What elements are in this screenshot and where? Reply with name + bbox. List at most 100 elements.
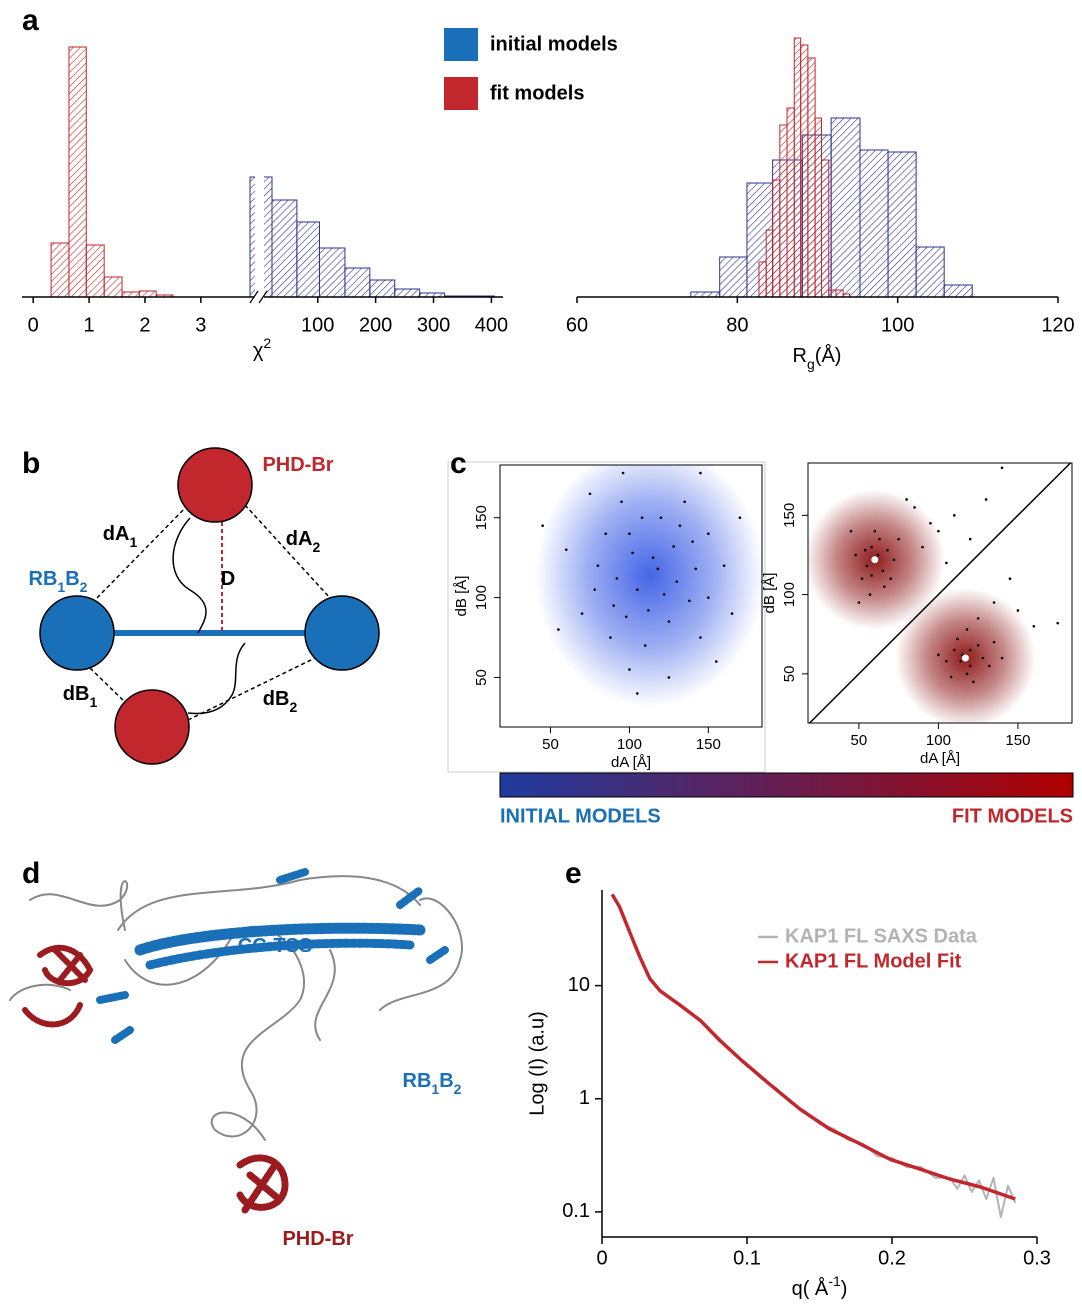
histogram-bar xyxy=(369,279,396,298)
scatter-point xyxy=(881,569,885,573)
dashed-link xyxy=(94,504,189,601)
panel-frame xyxy=(447,461,766,773)
scatter-point xyxy=(564,548,568,551)
scatter-point xyxy=(636,588,639,591)
y-tick-label: 100 xyxy=(781,582,798,607)
structure-label-part: B xyxy=(439,1070,453,1092)
x-tick-label: 100 xyxy=(617,736,642,753)
node xyxy=(304,595,380,671)
scatter-point xyxy=(937,529,940,533)
y-axis-label: dB [Å] xyxy=(453,576,470,617)
scatter-point xyxy=(628,532,631,535)
structure-label: RB1B2 xyxy=(403,1070,462,1096)
scatter-point xyxy=(738,516,742,520)
scatter-point xyxy=(628,668,631,671)
scatter-point xyxy=(965,628,969,631)
scatter-point xyxy=(965,672,969,676)
scatter-point xyxy=(621,471,625,475)
panel-label: c xyxy=(450,447,467,480)
scatter-point xyxy=(707,596,710,599)
scatter-point xyxy=(691,540,694,543)
diagram-label: dA1 xyxy=(103,523,138,549)
scatter-point xyxy=(984,498,988,501)
scatter-point xyxy=(953,514,956,517)
x-tick-label: 1 xyxy=(84,314,95,336)
diagram-label: RB1B2 xyxy=(29,568,88,594)
scatter-point xyxy=(624,615,628,619)
legend-label: initial models xyxy=(490,33,618,55)
structure-label-part: 1 xyxy=(431,1081,439,1097)
scatter-point xyxy=(889,577,892,581)
x-axis-label: Rg(Å) xyxy=(793,344,842,371)
diagram-label-part: B xyxy=(65,568,79,590)
histogram-bar xyxy=(828,289,837,298)
scatter-point xyxy=(683,500,686,504)
diagram-label-part: 2 xyxy=(312,539,320,555)
histogram-bar xyxy=(318,247,346,298)
scatter-point xyxy=(873,529,877,533)
scatter-point xyxy=(871,556,879,564)
scatter-point xyxy=(1056,621,1059,625)
x-axis-label-part: χ xyxy=(253,340,264,362)
colorbar-label: FIT MODELS xyxy=(952,805,1073,827)
scatter-point xyxy=(694,567,698,571)
x-tick-label: 3 xyxy=(195,314,206,336)
diagram-shapes xyxy=(39,447,380,765)
loops xyxy=(9,875,463,1141)
scatter-point xyxy=(905,498,908,501)
histogram-bar xyxy=(943,284,973,298)
scatter-point xyxy=(612,604,615,607)
scatter-point xyxy=(647,609,650,612)
y-tick-label: 50 xyxy=(473,669,490,686)
scatter-point xyxy=(868,593,872,596)
scatter-point xyxy=(929,521,932,525)
panel-label: a xyxy=(22,4,39,37)
x-axis-label-part: 2 xyxy=(263,335,271,351)
histogram-bar xyxy=(138,290,157,298)
x-axis-label-part: R xyxy=(793,345,807,367)
panel-label: d xyxy=(22,857,40,890)
scatter-point xyxy=(659,516,663,520)
histogram-bar xyxy=(915,246,945,298)
histogram-bar xyxy=(719,256,748,298)
histogram-bar xyxy=(793,37,802,298)
dashed-link xyxy=(89,667,129,706)
diagram-label: dB2 xyxy=(263,688,298,714)
diagram-label: dA2 xyxy=(286,528,321,554)
diagram-label-part: dA xyxy=(286,528,313,550)
histogram-bar xyxy=(85,244,105,298)
scatter-point xyxy=(976,617,980,620)
scatter-point xyxy=(949,675,953,679)
diagram-label: D xyxy=(221,568,235,590)
scatter-point xyxy=(643,644,647,647)
scatter-point xyxy=(854,553,858,557)
scatter-point xyxy=(596,564,600,567)
structure-label-part: CC-TSS xyxy=(238,935,312,957)
legend-label: KAP1 FL SAXS Data xyxy=(785,925,978,947)
x-tick-label: 150 xyxy=(696,736,721,753)
diagram-label-part: RB xyxy=(29,568,58,590)
histogram-bar xyxy=(296,221,320,298)
diagram-label-part: 1 xyxy=(57,579,65,595)
plot-frame xyxy=(807,462,1073,724)
x-tick-label: 50 xyxy=(542,736,559,753)
histogram-bar xyxy=(807,57,816,298)
scatter-point xyxy=(675,580,679,583)
histogram-bar xyxy=(103,276,123,298)
plot-frame xyxy=(499,464,763,728)
histogram-bar xyxy=(779,124,788,298)
scatter-point xyxy=(921,545,924,549)
x-axis-label-part: q( Å xyxy=(792,1277,829,1300)
scatter-point xyxy=(992,640,996,644)
x-tick-label: 0.1 xyxy=(733,1247,761,1269)
histogram-bar xyxy=(344,267,371,298)
histogram-bar xyxy=(50,242,70,298)
histogram-bar xyxy=(772,179,781,298)
y-tick-label: 150 xyxy=(781,503,798,528)
histogram-bar xyxy=(800,44,809,298)
histogram-bar xyxy=(758,261,767,298)
x-tick-label: 100 xyxy=(301,314,334,336)
scatter-point xyxy=(651,556,655,559)
scatter-point xyxy=(860,577,864,581)
